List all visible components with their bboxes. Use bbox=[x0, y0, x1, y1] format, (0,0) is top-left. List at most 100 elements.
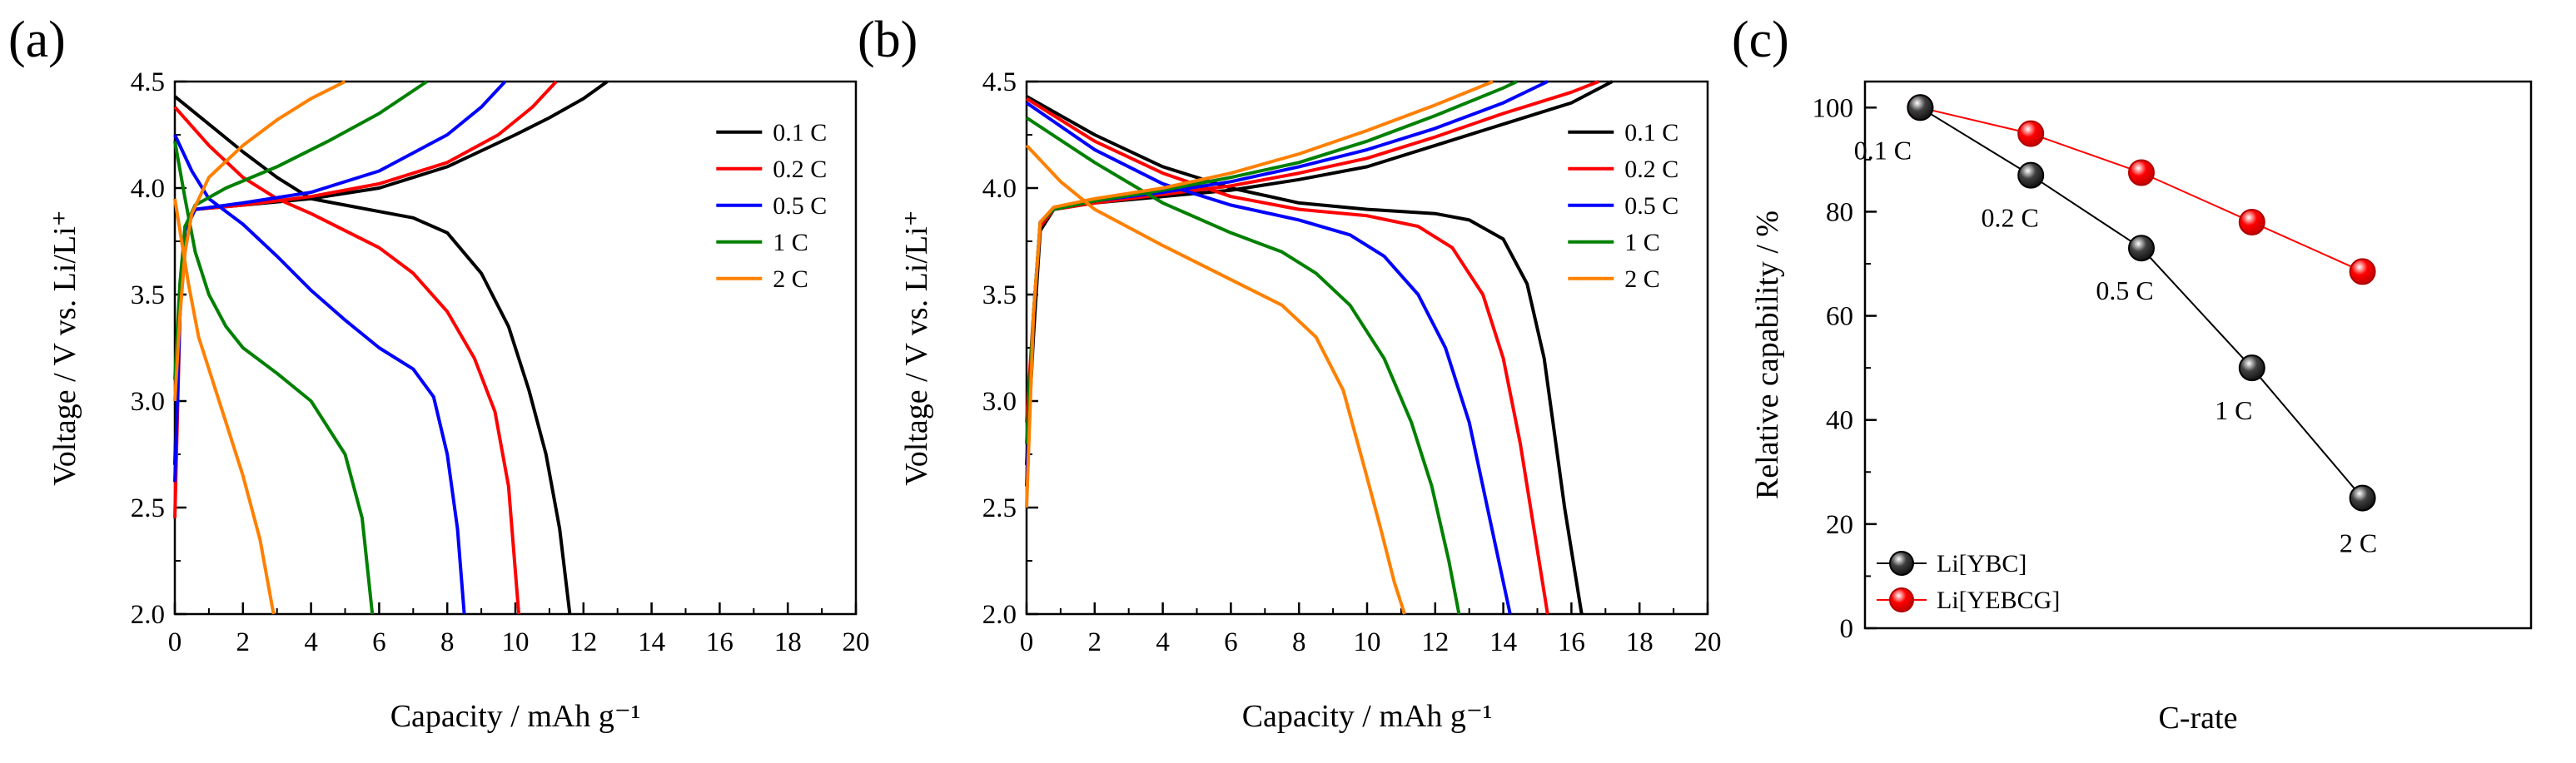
series-2-discharge-curve bbox=[173, 134, 466, 615]
series-1-charge-curve bbox=[173, 80, 558, 518]
x-tick-label: 8 bbox=[1292, 627, 1306, 657]
x-tick-label: 16 bbox=[1558, 627, 1585, 657]
legend-label: 0.2 C bbox=[1624, 156, 1678, 183]
series-0-discharge-curve bbox=[1026, 95, 1584, 615]
x-axis-title: C-rate bbox=[2159, 701, 2238, 736]
series-0-charge-curve bbox=[173, 80, 609, 465]
legend-label: 0.1 C bbox=[773, 119, 827, 146]
chart-panel-b: (b) 0 2 4 6 8 10 12 14 16 18 20 2.0 2.5 3.0 3.5 4.0 4.5 Ca… bbox=[858, 12, 1722, 734]
panel-label: (b) bbox=[858, 12, 918, 68]
y-tick-label: 4.0 bbox=[131, 174, 165, 204]
y-tick-label: 80 bbox=[1826, 197, 1853, 227]
y-tick-label: 2.5 bbox=[131, 493, 165, 523]
category-label: 1 C bbox=[2215, 395, 2252, 425]
category-label: 2 C bbox=[2340, 528, 2377, 558]
series-3-discharge-curve bbox=[1025, 116, 1461, 615]
y-tick-label: 20 bbox=[1826, 510, 1853, 540]
x-tick-label: 14 bbox=[1489, 627, 1517, 657]
x-tick-label: 10 bbox=[502, 627, 530, 657]
series-4-discharge-curve bbox=[1025, 144, 1406, 615]
series-0-charge-curve bbox=[1025, 80, 1614, 465]
x-tick-label: 16 bbox=[706, 627, 734, 657]
legend-label: 0.5 C bbox=[1624, 192, 1678, 220]
x-tick-label: 18 bbox=[1626, 627, 1654, 657]
legend-label: Li[YEBCG] bbox=[1937, 587, 2060, 614]
x-tick-label: 12 bbox=[1421, 627, 1449, 657]
chart-panel-a: (a) 0 2 4 6 8 10 12 14 16 18 20 2.0 2.5 3.0 3.5 4.0 4.5 Ca… bbox=[8, 12, 870, 734]
legend-label: 1 C bbox=[1624, 229, 1660, 256]
series-0-point bbox=[2017, 161, 2045, 189]
x-tick-label: 2 bbox=[236, 627, 251, 657]
series-0-point bbox=[2349, 484, 2376, 512]
x-tick-label: 18 bbox=[774, 627, 802, 657]
y-tick-label: 2.0 bbox=[131, 600, 165, 630]
legend-label: 0.5 C bbox=[773, 192, 827, 220]
x-tick-label: 8 bbox=[440, 627, 455, 657]
series-1-point bbox=[2238, 208, 2265, 235]
y-tick-label: 2.5 bbox=[982, 493, 1017, 523]
series-1-discharge-curve bbox=[1025, 97, 1549, 615]
x-tick-label: 20 bbox=[843, 627, 870, 657]
x-tick-label: 6 bbox=[372, 627, 386, 657]
category-label: 0.1 C bbox=[1854, 135, 1912, 165]
series-1-point bbox=[2128, 159, 2155, 186]
x-tick-label: 4 bbox=[1156, 627, 1170, 657]
y-tick-label: 3.5 bbox=[131, 280, 165, 310]
x-tick-label: 0 bbox=[168, 627, 182, 657]
series-4-charge-curve bbox=[1025, 80, 1494, 508]
y-tick-label: 2.0 bbox=[982, 600, 1017, 630]
series-4-discharge-curve bbox=[173, 198, 276, 615]
category-label: 0.5 C bbox=[2096, 275, 2153, 305]
legend-swatch-marker bbox=[1889, 587, 1914, 612]
y-tick-label: 3.5 bbox=[982, 280, 1017, 310]
chart-panel-c: (c) 0 20 40 60 80 100 C-rate Relative capability… bbox=[1732, 12, 2533, 736]
x-axis-title: Capacity / mAh g⁻¹ bbox=[1242, 699, 1493, 734]
category-label: 0.2 C bbox=[1982, 203, 2039, 233]
x-tick-label: 20 bbox=[1694, 627, 1722, 657]
series-1-discharge-curve bbox=[173, 106, 521, 615]
x-tick-label: 0 bbox=[1020, 627, 1034, 657]
y-tick-label: 60 bbox=[1826, 302, 1853, 332]
x-tick-label: 2 bbox=[1088, 627, 1102, 657]
x-tick-label: 10 bbox=[1354, 627, 1381, 657]
series-3-charge-curve bbox=[173, 80, 428, 380]
y-tick-label: 3.0 bbox=[131, 387, 165, 417]
series-0-point bbox=[2238, 354, 2265, 382]
y-axis-title: Voltage / V vs. Li/Li⁺ bbox=[899, 210, 934, 485]
x-tick-label: 6 bbox=[1224, 627, 1238, 657]
series-3-discharge-curve bbox=[173, 141, 375, 615]
series-2-discharge-curve bbox=[1025, 101, 1512, 615]
y-tick-label: 3.0 bbox=[982, 387, 1017, 417]
x-tick-label: 4 bbox=[304, 627, 318, 657]
y-tick-label: 4.5 bbox=[982, 67, 1017, 97]
plot-frame bbox=[1863, 80, 2533, 630]
y-tick-label: 4.5 bbox=[131, 67, 165, 97]
y-tick-label: 0 bbox=[1840, 614, 1854, 644]
plot-frame bbox=[1025, 80, 1709, 616]
panel-label: (a) bbox=[8, 12, 66, 68]
legend-label: 2 C bbox=[773, 265, 808, 293]
series-1-charge-curve bbox=[1025, 80, 1599, 423]
x-tick-label: 12 bbox=[569, 627, 597, 657]
series-0-discharge-curve bbox=[173, 95, 572, 615]
x-axis-title: Capacity / mAh g⁻¹ bbox=[390, 699, 641, 734]
series-0-point bbox=[2128, 235, 2155, 262]
x-tick-label: 14 bbox=[638, 627, 665, 657]
series-1-point bbox=[2017, 120, 2045, 147]
y-tick-label: 40 bbox=[1826, 406, 1853, 436]
legend-label: 1 C bbox=[773, 229, 808, 256]
y-tick-label: 4.0 bbox=[982, 174, 1017, 204]
series-0-point bbox=[1907, 94, 1934, 121]
legend-label: 0.1 C bbox=[1624, 119, 1678, 146]
legend-label: Li[YBC] bbox=[1937, 550, 2026, 577]
series-4-charge-curve bbox=[173, 80, 346, 402]
series-1-point bbox=[2349, 258, 2376, 285]
legend-label: 0.2 C bbox=[773, 156, 827, 183]
y-axis-title: Relative capability / % bbox=[1750, 211, 1785, 499]
y-axis-title: Voltage / V vs. Li/Li⁺ bbox=[47, 210, 82, 485]
panel-label: (c) bbox=[1732, 12, 1789, 68]
legend-swatch-marker bbox=[1889, 551, 1914, 576]
legend-label: 2 C bbox=[1624, 265, 1660, 293]
y-tick-label: 100 bbox=[1813, 93, 1854, 123]
